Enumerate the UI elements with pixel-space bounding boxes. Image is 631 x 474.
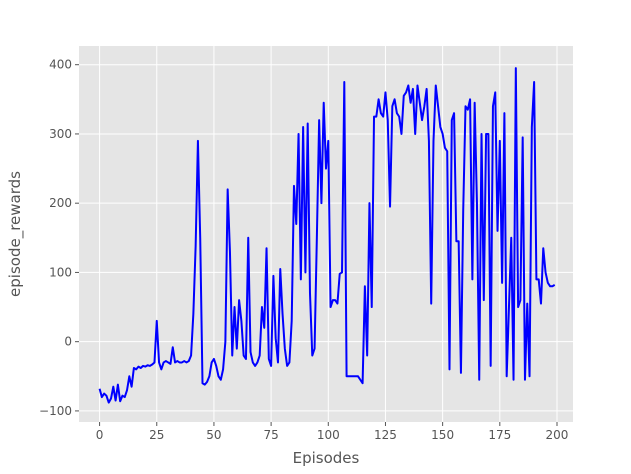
x-axis-label: Episodes (293, 449, 360, 467)
x-tick-label: 175 (488, 428, 511, 442)
y-tick-label: 400 (49, 58, 72, 72)
y-tick-label: −100 (39, 404, 72, 418)
x-tick-label: 125 (374, 428, 397, 442)
x-tick-label: 50 (206, 428, 221, 442)
plot-area (79, 46, 573, 422)
x-tick-label: 200 (546, 428, 569, 442)
x-tick-label: 0 (96, 428, 104, 442)
y-axis-label: episode_rewards (6, 171, 25, 297)
x-tick-label: 75 (263, 428, 278, 442)
x-tick-label: 150 (431, 428, 454, 442)
x-tick-label: 25 (149, 428, 164, 442)
x-tick-label: 100 (317, 428, 340, 442)
y-tick-label: 0 (64, 335, 72, 349)
y-tick-label: 300 (49, 127, 72, 141)
y-tick-label: 100 (49, 265, 72, 279)
line-series (98, 67, 556, 404)
y-tick-label: 200 (49, 196, 72, 210)
